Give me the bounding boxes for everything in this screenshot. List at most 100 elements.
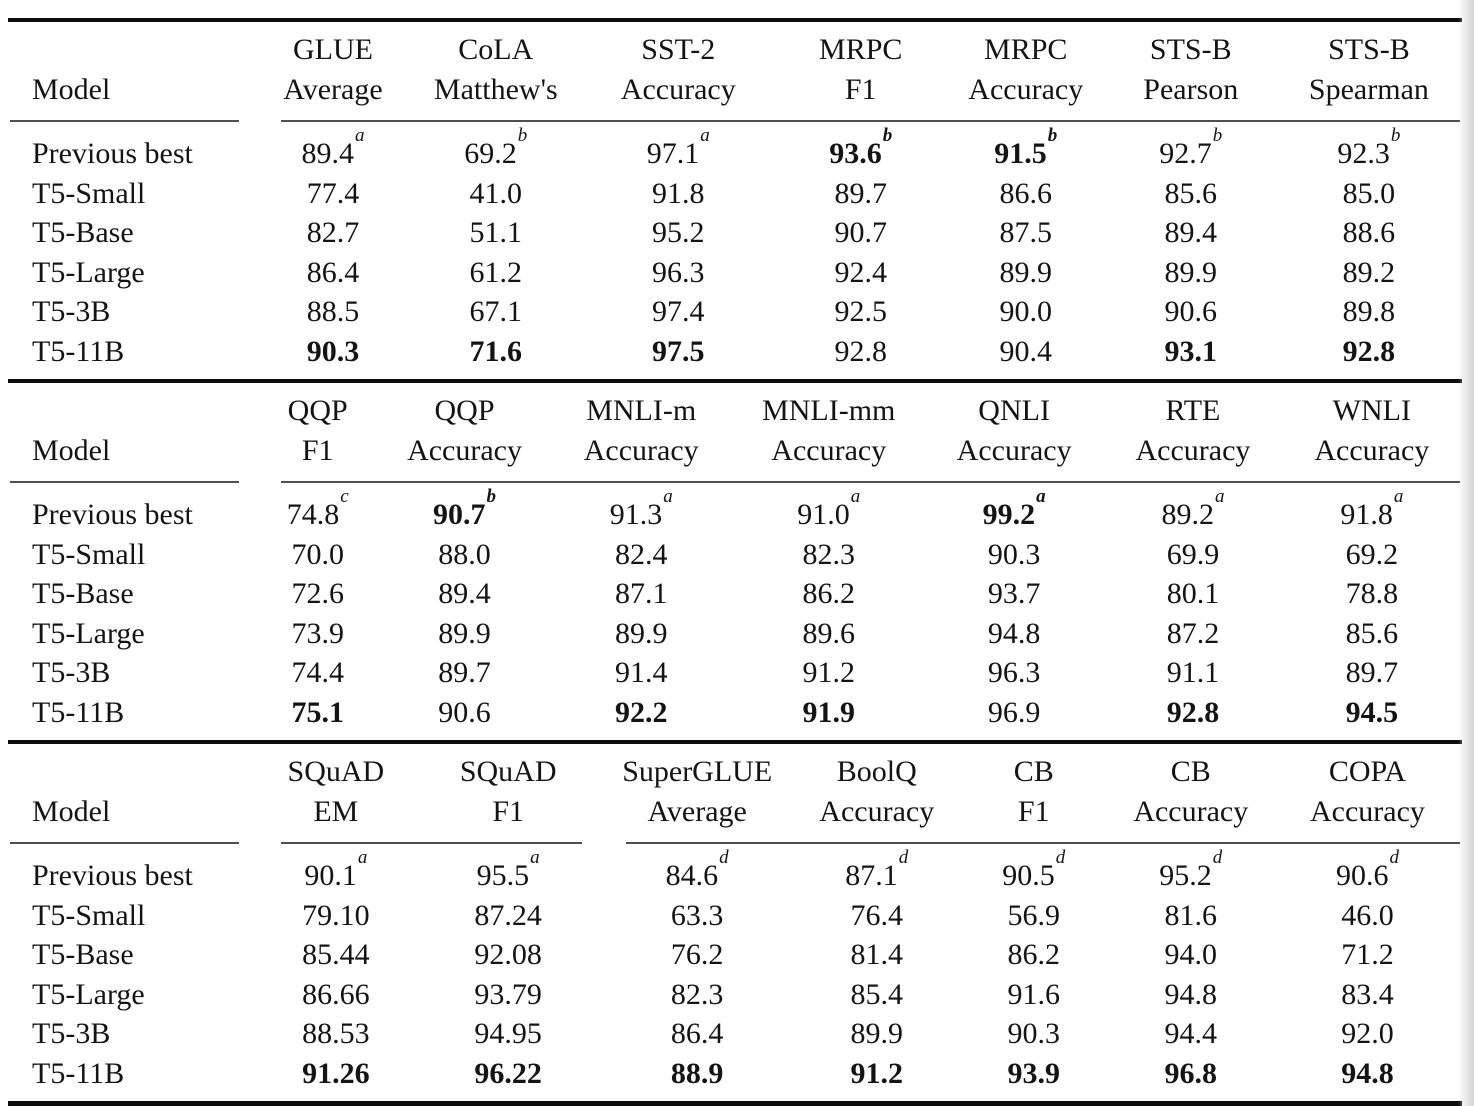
metric-value: 92.8	[1342, 334, 1396, 368]
metric-value: 94.8	[987, 616, 1041, 650]
column-header-line1: QQP	[434, 394, 495, 427]
table-row: T5-Small 77.4 41.0 91.8 89.7 86.6 85.6 85.0	[8, 174, 1462, 214]
metric-value: 90.0	[999, 295, 1053, 328]
reference-superscript: a	[663, 486, 673, 507]
metric-cell: 92.0	[1273, 1014, 1462, 1054]
metric-cell: 90.6d	[1273, 844, 1462, 896]
metric-value: 86.2	[1007, 938, 1061, 971]
metric-cell: 90.3	[959, 1014, 1109, 1054]
metric-cell: 90.7b	[380, 483, 549, 535]
model-column-header: Model	[32, 434, 111, 467]
metric-cell: 90.6	[1106, 292, 1276, 332]
header-rule	[10, 120, 240, 122]
metric-value: 91.4	[614, 656, 668, 689]
metric-value: 91.5	[994, 137, 1047, 170]
metric-value: 41.0	[469, 176, 523, 210]
metric-cell: 73.9	[255, 614, 380, 654]
column-header: SuperGLUE Average	[600, 744, 795, 842]
metric-cell: 74.8c	[255, 483, 380, 535]
column-header-line1: QQP	[287, 394, 348, 427]
column-header-line1: COPA	[1328, 755, 1407, 788]
table-section-glue-part2: Model QQP F1 QQP Accuracy MNLI-m Accuracy MNLI-…	[8, 383, 1462, 740]
metric-cell: 96.9	[924, 693, 1104, 741]
metric-value: 74.4	[291, 656, 344, 689]
metric-cell: 88.0	[380, 535, 549, 575]
metric-cell: 91.8	[581, 174, 776, 214]
metric-value: 99.2	[982, 498, 1036, 531]
column-header-line1: CoLA	[458, 33, 534, 66]
metric-cell: 92.2	[549, 693, 734, 741]
model-column-header: Model	[32, 795, 111, 828]
metric-value: 82.4	[614, 537, 668, 571]
metric-value: 92.08	[474, 938, 542, 971]
table-row: T5-3B 88.5 67.1 97.4 92.5 90.0 90.6 89.8	[8, 292, 1462, 332]
metric-value: 89.9	[1164, 255, 1218, 289]
column-header-line2: Accuracy	[1310, 795, 1425, 828]
metric-cell: 87.24	[417, 896, 600, 936]
table-section-squad-superglue: Model SQuAD EM SQuAD F1 SuperGLUE Average BoolQ…	[8, 744, 1462, 1101]
reference-superscript: b	[1047, 125, 1058, 146]
metric-value: 92.3	[1337, 137, 1390, 170]
row-label: T5-Large	[32, 255, 145, 289]
metric-cell: 80.1	[1104, 574, 1281, 614]
reference-superscript: a	[850, 486, 861, 507]
reference-superscript: a	[354, 125, 365, 146]
metric-cell: 89.4a	[255, 122, 411, 174]
metric-cell: 92.3b	[1276, 122, 1462, 174]
reference-superscript: b	[882, 125, 893, 146]
table-row: Previous best 89.4a 69.2b 97.1a 93.6b 91.5b 92…	[8, 122, 1462, 174]
metric-value: 92.5	[834, 295, 887, 328]
header-rule	[281, 120, 1460, 122]
metric-cell: 86.4	[600, 1014, 795, 1054]
column-header-line2: Accuracy	[819, 795, 935, 828]
metric-value: 92.2	[614, 695, 668, 729]
metric-cell: 99.2a	[924, 483, 1104, 535]
column-header-line2: Matthew's	[433, 73, 558, 106]
metric-value: 92.8	[834, 334, 887, 368]
metric-value: 91.8	[1340, 498, 1393, 531]
metric-value: 90.3	[987, 537, 1041, 571]
metric-cell: 90.7	[776, 213, 946, 253]
metric-cell: 76.2	[600, 935, 795, 975]
t5-benchmark-results-table: Model GLUE Average CoLA Matthew's SST-2 Accura…	[8, 18, 1462, 1106]
column-header: MNLI-mm Accuracy	[734, 383, 924, 481]
metric-cell: 86.6	[946, 174, 1106, 214]
metric-value: 92.0	[1341, 1017, 1394, 1050]
metric-cell: 93.7	[924, 574, 1104, 614]
metric-cell: 91.3a	[549, 483, 734, 535]
metric-cell: 81.4	[795, 935, 959, 975]
metric-value: 85.44	[302, 938, 370, 971]
column-header: CB F1	[959, 744, 1109, 842]
row-label: T5-Base	[32, 216, 134, 249]
metric-value: 91.2	[802, 656, 856, 689]
metric-value: 86.6	[999, 176, 1053, 210]
row-label: T5-Small	[32, 176, 146, 210]
metric-cell: 94.95	[417, 1014, 600, 1054]
metric-cell: 90.3	[255, 332, 411, 380]
metric-value: 83.4	[1341, 977, 1394, 1011]
metric-cell: 94.8	[1273, 1054, 1462, 1102]
column-header: MNLI-m Accuracy	[549, 383, 734, 481]
reference-superscript: b	[1212, 125, 1223, 146]
column-header: QNLI Accuracy	[924, 383, 1104, 481]
header-rule-row	[8, 120, 1462, 122]
row-label: T5-3B	[32, 295, 111, 328]
table-row: T5-11B 75.1 90.6 92.2 91.9 96.9 92.8 94.5	[8, 693, 1462, 741]
table-row: T5-Large 86.66 93.79 82.3 85.4 91.6 94.8 83.4	[8, 975, 1462, 1015]
table-row: T5-11B 91.26 96.22 88.9 91.2 93.9 96.8 94.8	[8, 1054, 1462, 1102]
column-header: COPA Accuracy	[1273, 744, 1462, 842]
row-label: Previous best	[32, 137, 193, 170]
metric-cell: 89.7	[380, 653, 549, 693]
column-header-line1: SQuAD	[459, 755, 557, 788]
metric-cell: 51.1	[411, 213, 581, 253]
metric-value: 86.4	[306, 255, 360, 289]
metric-value: 91.26	[302, 1056, 370, 1090]
metric-value: 81.4	[850, 938, 903, 971]
metric-value: 94.5	[1345, 695, 1399, 729]
metric-value: 80.1	[1166, 577, 1220, 610]
column-header-line1: SuperGLUE	[622, 755, 773, 788]
column-header: STS-B Spearman	[1276, 22, 1462, 120]
metric-cell: 88.53	[255, 1014, 416, 1054]
metric-value: 93.79	[474, 977, 542, 1011]
reference-superscript: b	[1390, 125, 1401, 146]
